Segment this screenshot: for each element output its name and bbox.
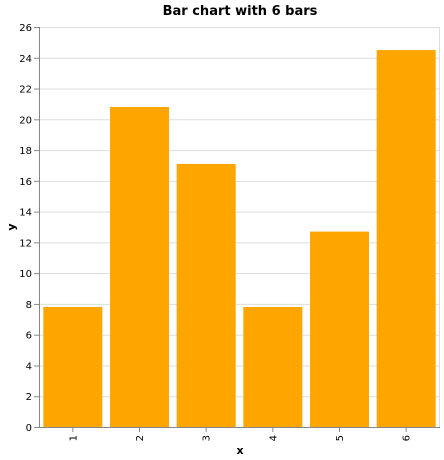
y-tick-label: 10: [19, 269, 32, 280]
x-tick-label: 1: [68, 435, 79, 441]
bar: [110, 107, 169, 427]
y-tick-label: 4: [26, 361, 32, 372]
y-tick-label: 0: [26, 423, 32, 434]
x-tick-label: 3: [202, 435, 213, 441]
x-tick-label: 4: [268, 435, 279, 441]
chart-title: Bar chart with 6 bars: [163, 4, 318, 19]
y-tick-label: 26: [19, 23, 32, 34]
y-tick-label: 6: [26, 331, 32, 342]
y-tick-label: 20: [19, 115, 32, 126]
x-tick-label: 2: [135, 435, 146, 441]
y-tick-label: 8: [26, 300, 32, 311]
x-tick-label: 6: [402, 435, 413, 441]
y-tick-label: 12: [19, 238, 32, 249]
bar: [376, 50, 436, 427]
grid-lines: [39, 27, 440, 428]
bar: [243, 307, 303, 427]
x-axis-ticks: 1 2 3 4 5 6: [68, 427, 413, 441]
y-axis-title: y: [5, 223, 18, 230]
bar: [176, 163, 236, 427]
bar: [310, 231, 369, 427]
y-tick-label: 22: [19, 85, 32, 96]
bars: [43, 50, 436, 427]
axes: [39, 27, 440, 428]
x-axis-title: x: [236, 444, 243, 457]
y-tick-label: 14: [19, 208, 32, 219]
y-tick-label: 18: [19, 146, 32, 157]
bar: [43, 307, 103, 427]
y-tick-label: 24: [19, 54, 32, 65]
y-tick-label: 16: [19, 177, 32, 188]
x-tick-label: 5: [335, 435, 346, 441]
y-tick-label: 2: [26, 392, 32, 403]
